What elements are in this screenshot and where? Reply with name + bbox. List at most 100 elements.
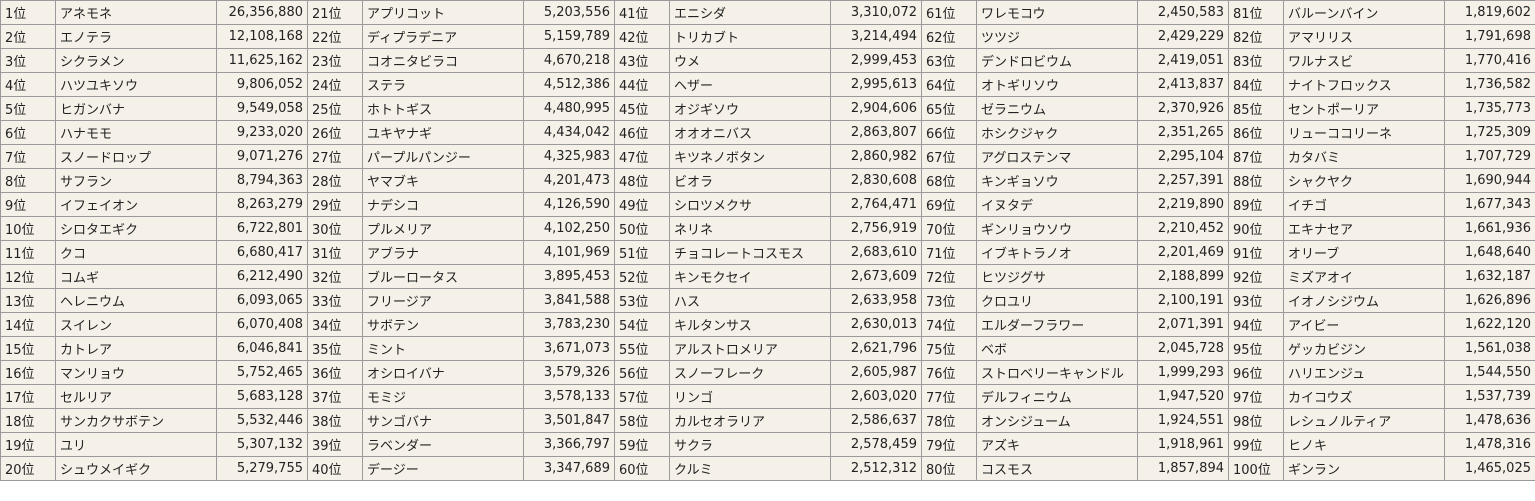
rank-cell: 81位 <box>1228 0 1284 25</box>
flower-name-cell: オトギリソウ <box>976 72 1138 97</box>
flower-name-cell: アルストロメリア <box>669 336 831 361</box>
flower-name-cell: イブキトラノオ <box>976 240 1138 265</box>
value-cell: 2,071,391 <box>1137 312 1229 337</box>
flower-name-cell: アネモネ <box>55 0 217 25</box>
rank-cell: 37位 <box>307 384 363 409</box>
flower-name-cell: エキナセア <box>1283 216 1445 241</box>
value-cell: 1,770,416 <box>1444 48 1535 73</box>
flower-name-cell: デンドロビウム <box>976 48 1138 73</box>
rank-cell: 18位 <box>0 408 56 433</box>
rank-cell: 47位 <box>614 144 670 169</box>
rank-cell: 94位 <box>1228 312 1284 337</box>
value-cell: 5,159,789 <box>523 24 615 49</box>
table-row: 7位 スノードロップ 9,071,276 27位 パープルパンジー 4,325,983 47… <box>0 144 1535 169</box>
value-cell: 5,307,132 <box>216 432 308 457</box>
flower-name-cell: アプリコット <box>362 0 524 25</box>
flower-name-cell: シロタエギク <box>55 216 217 241</box>
rank-cell: 62位 <box>921 24 977 49</box>
value-cell: 9,549,058 <box>216 96 308 121</box>
flower-name-cell: ツツジ <box>976 24 1138 49</box>
rank-cell: 55位 <box>614 336 670 361</box>
rank-cell: 72位 <box>921 264 977 289</box>
value-cell: 2,630,013 <box>830 312 922 337</box>
flower-name-cell: キツネノボタン <box>669 144 831 169</box>
value-cell: 2,257,391 <box>1137 168 1229 193</box>
value-cell: 4,670,218 <box>523 48 615 73</box>
value-cell: 9,806,052 <box>216 72 308 97</box>
value-cell: 5,203,556 <box>523 0 615 25</box>
flower-name-cell: デージー <box>362 456 524 481</box>
value-cell: 1,661,936 <box>1444 216 1535 241</box>
rank-cell: 50位 <box>614 216 670 241</box>
rank-cell: 61位 <box>921 0 977 25</box>
value-cell: 6,046,841 <box>216 336 308 361</box>
rank-cell: 22位 <box>307 24 363 49</box>
value-cell: 9,071,276 <box>216 144 308 169</box>
rank-cell: 45位 <box>614 96 670 121</box>
flower-name-cell: リンゴ <box>669 384 831 409</box>
value-cell: 2,764,471 <box>830 192 922 217</box>
value-cell: 5,752,465 <box>216 360 308 385</box>
rank-cell: 70位 <box>921 216 977 241</box>
value-cell: 1,626,896 <box>1444 288 1535 313</box>
value-cell: 2,188,899 <box>1137 264 1229 289</box>
rank-cell: 10位 <box>0 216 56 241</box>
table-row: 18位 サンカクサボテン 5,532,446 38位 サンゴバナ 3,501,847 58位… <box>0 408 1535 433</box>
flower-name-cell: フリージア <box>362 288 524 313</box>
value-cell: 5,532,446 <box>216 408 308 433</box>
value-cell: 1,947,520 <box>1137 384 1229 409</box>
flower-name-cell: イヌタデ <box>976 192 1138 217</box>
rank-cell: 48位 <box>614 168 670 193</box>
flower-name-cell: サフラン <box>55 168 217 193</box>
table-row: 14位 スイレン 6,070,408 34位 サボテン 3,783,230 54位 キルタンサ… <box>0 312 1535 337</box>
rank-cell: 54位 <box>614 312 670 337</box>
value-cell: 1,857,894 <box>1137 456 1229 481</box>
value-cell: 2,370,926 <box>1137 96 1229 121</box>
rank-cell: 6位 <box>0 120 56 145</box>
rank-cell: 67位 <box>921 144 977 169</box>
rank-cell: 19位 <box>0 432 56 457</box>
flower-name-cell: ヒノキ <box>1283 432 1445 457</box>
value-cell: 2,219,890 <box>1137 192 1229 217</box>
rank-cell: 31位 <box>307 240 363 265</box>
flower-name-cell: サンカクサボテン <box>55 408 217 433</box>
rank-cell: 58位 <box>614 408 670 433</box>
rank-cell: 7位 <box>0 144 56 169</box>
value-cell: 1,478,316 <box>1444 432 1535 457</box>
value-cell: 2,045,728 <box>1137 336 1229 361</box>
rank-cell: 85位 <box>1228 96 1284 121</box>
table-row: 10位 シロタエギク 6,722,801 30位 プルメリア 4,102,250 50位 ネリ… <box>0 216 1535 241</box>
rank-cell: 36位 <box>307 360 363 385</box>
value-cell: 2,429,229 <box>1137 24 1229 49</box>
flower-name-cell: サボテン <box>362 312 524 337</box>
rank-cell: 60位 <box>614 456 670 481</box>
rank-cell: 93位 <box>1228 288 1284 313</box>
flower-name-cell: カイコウズ <box>1283 384 1445 409</box>
value-cell: 1,791,698 <box>1444 24 1535 49</box>
flower-name-cell: アマリリス <box>1283 24 1445 49</box>
value-cell: 8,794,363 <box>216 168 308 193</box>
value-cell: 3,347,689 <box>523 456 615 481</box>
flower-name-cell: ナデシコ <box>362 192 524 217</box>
flower-name-cell: ベボ <box>976 336 1138 361</box>
value-cell: 1,735,773 <box>1444 96 1535 121</box>
rank-cell: 12位 <box>0 264 56 289</box>
rank-cell: 98位 <box>1228 408 1284 433</box>
rank-cell: 82位 <box>1228 24 1284 49</box>
flower-name-cell: シロツメクサ <box>669 192 831 217</box>
flower-name-cell: セントポーリア <box>1283 96 1445 121</box>
table-row: 8位 サフラン 8,794,363 28位 ヤマブキ 4,201,473 48位 ビオラ 2,8… <box>0 168 1535 193</box>
rank-cell: 41位 <box>614 0 670 25</box>
rank-cell: 51位 <box>614 240 670 265</box>
value-cell: 2,756,919 <box>830 216 922 241</box>
flower-name-cell: サンゴバナ <box>362 408 524 433</box>
rank-cell: 80位 <box>921 456 977 481</box>
value-cell: 6,070,408 <box>216 312 308 337</box>
flower-name-cell: モミジ <box>362 384 524 409</box>
flower-name-cell: ビオラ <box>669 168 831 193</box>
rank-cell: 79位 <box>921 432 977 457</box>
flower-name-cell: リューココリーネ <box>1283 120 1445 145</box>
flower-name-cell: ハナモモ <box>55 120 217 145</box>
rank-cell: 74位 <box>921 312 977 337</box>
rank-cell: 66位 <box>921 120 977 145</box>
